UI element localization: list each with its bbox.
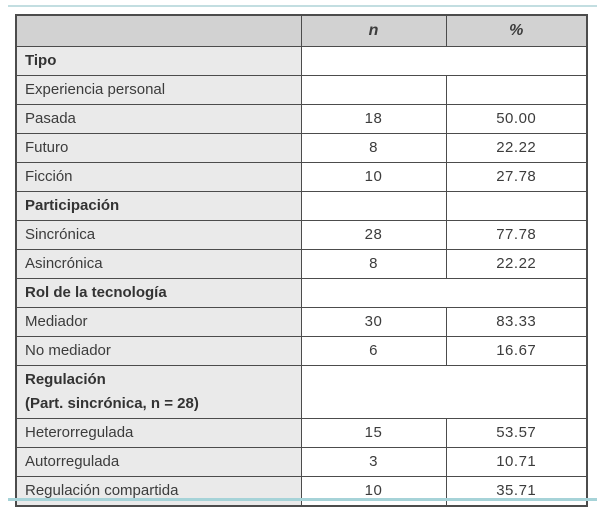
table-row: Participación [15,190,588,221]
row-pct-value: 10.71 [445,446,588,477]
row-label: Ficción [15,161,302,192]
row-n-value: 8 [300,248,447,279]
header-n-cell: n [300,14,447,47]
row-label: No mediador [15,335,302,366]
row-pct-value [445,190,588,221]
row-label: Autorregulada [15,446,302,477]
header-row: n % [15,14,588,47]
row-values-merged [300,364,588,419]
row-n-value: 30 [300,306,447,337]
row-label: Rol de la tecnología [15,277,302,308]
table-row: Regulación (Part. sincrónica, n = 28) [15,364,588,419]
row-label: Tipo [15,45,302,76]
row-n-value: 18 [300,103,447,134]
table-row: Futuro 8 22.22 [15,132,588,163]
table-header: n % [15,14,588,47]
row-pct-value [445,74,588,105]
row-n-value: 10 [300,475,447,506]
table-row: Heterorregulada 15 53.57 [15,417,588,448]
row-pct-value: 27.78 [445,161,588,192]
row-label: Pasada [15,103,302,134]
row-pct-value: 53.57 [445,417,588,448]
top-divider-rule [8,5,597,7]
table-row: Mediador 30 83.33 [15,306,588,337]
header-pct-cell: % [445,14,588,47]
header-label-cell [15,14,302,47]
row-pct-value: 83.33 [445,306,588,337]
row-label: Futuro [15,132,302,163]
table-row: Pasada 18 50.00 [15,103,588,134]
table-row: Regulación compartida 10 35.71 [15,475,588,506]
row-label: Mediador [15,306,302,337]
row-n-value [300,190,447,221]
bottom-divider-rule [8,498,597,501]
row-pct-value: 22.22 [445,132,588,163]
row-label: Regulación compartida [15,475,302,506]
table-row: Autorregulada 3 10.71 [15,446,588,477]
table-row: Ficción 10 27.78 [15,161,588,192]
table-row: No mediador 6 16.67 [15,335,588,366]
row-label: Regulación (Part. sincrónica, n = 28) [15,364,302,419]
row-n-value: 3 [300,446,447,477]
table-row: Sincrónica 28 77.78 [15,219,588,250]
row-label: Experiencia personal [15,74,302,105]
row-label: Participación [15,190,302,221]
row-n-value: 6 [300,335,447,366]
table-row: Asincrónica 8 22.22 [15,248,588,279]
row-n-value: 28 [300,219,447,250]
row-label: Asincrónica [15,248,302,279]
row-label: Sincrónica [15,219,302,250]
table-row: Rol de la tecnología [15,277,588,308]
row-values-merged [300,277,588,308]
row-pct-value: 16.67 [445,335,588,366]
row-label: Heterorregulada [15,417,302,448]
row-n-value [300,74,447,105]
table-row: Experiencia personal [15,74,588,105]
table-body: Tipo Experiencia personal Pasada 18 50.00 Fut… [15,45,588,506]
row-pct-value: 35.71 [445,475,588,506]
row-values-merged [300,45,588,76]
row-pct-value: 22.22 [445,248,588,279]
row-n-value: 10 [300,161,447,192]
row-pct-value: 50.00 [445,103,588,134]
row-n-value: 15 [300,417,447,448]
table-row: Tipo [15,45,588,76]
frequency-table: n % Tipo Experiencia personal Pasada 18 50.0… [15,14,588,507]
row-n-value: 8 [300,132,447,163]
row-pct-value: 77.78 [445,219,588,250]
